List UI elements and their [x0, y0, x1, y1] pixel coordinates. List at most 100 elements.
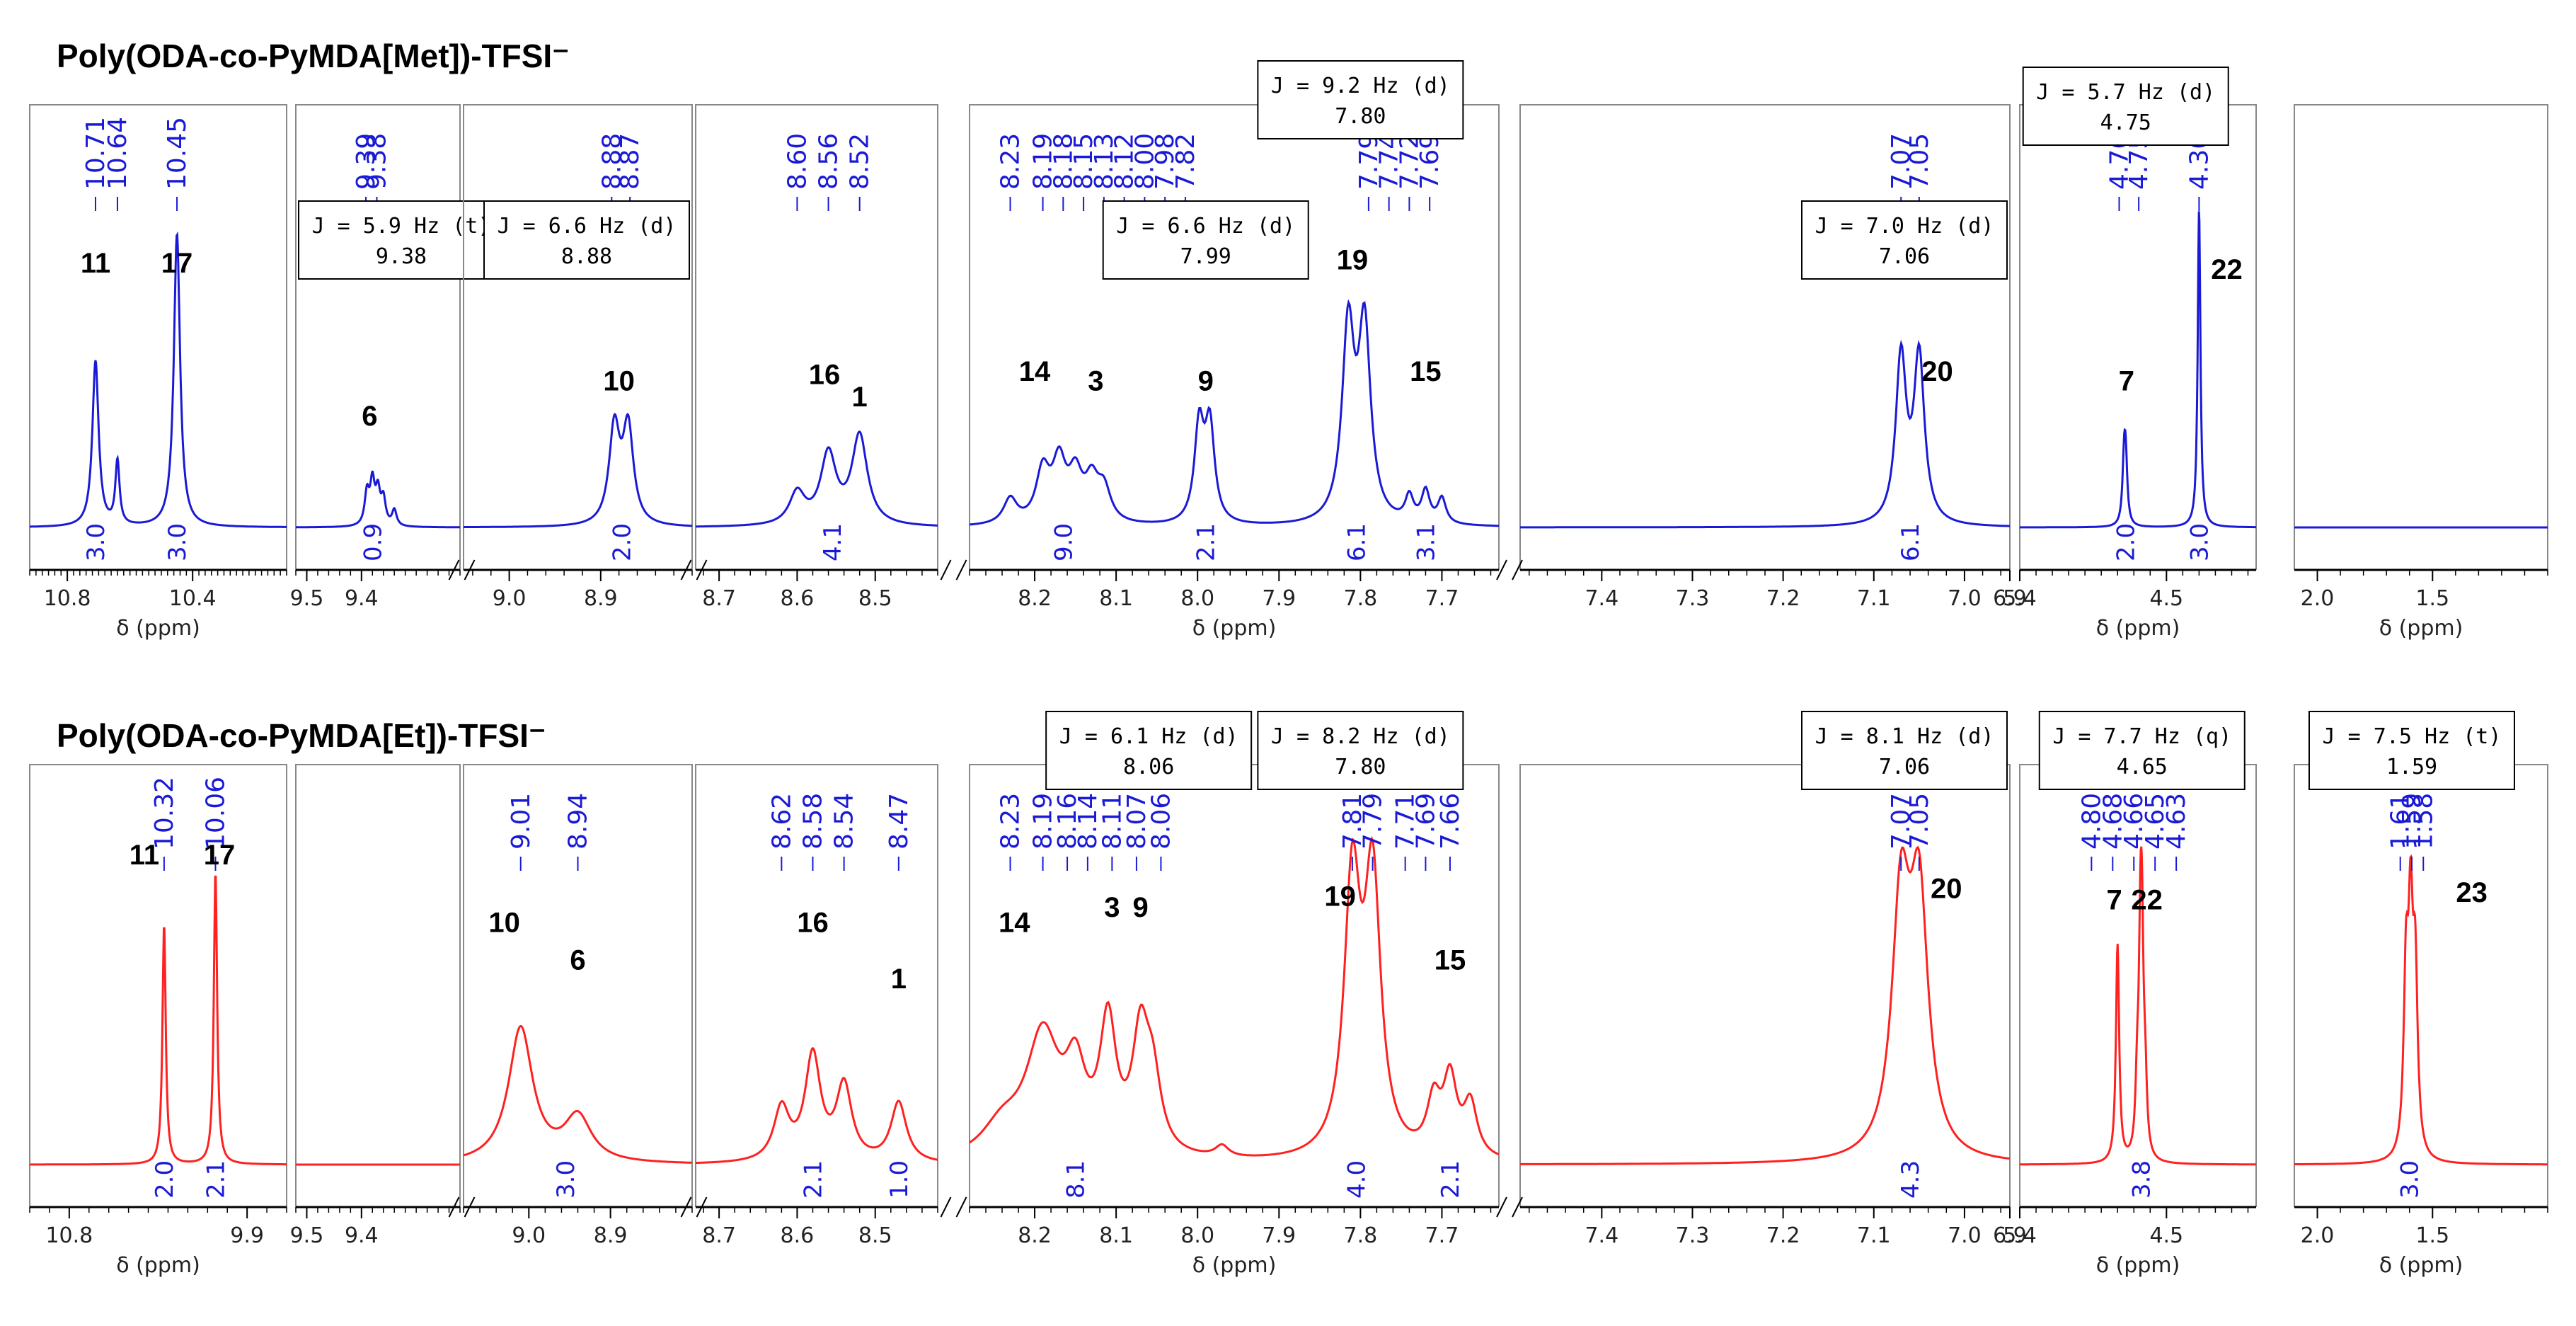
- peak-label: 7.69: [1415, 133, 1444, 190]
- x-tick-label: 7.2: [1766, 1223, 1800, 1248]
- peak-label: 1.61: [2386, 793, 2415, 850]
- spectrum-trace: [2020, 211, 2256, 529]
- spectrum-trace: [30, 231, 287, 528]
- integral-value: 0.9: [359, 523, 387, 561]
- spectrum-trace: [696, 1046, 938, 1165]
- x-tick-label: 8.2: [1018, 586, 1052, 611]
- integral-value: 3.0: [163, 523, 192, 561]
- assignment-label: 14: [1019, 356, 1051, 387]
- integral-value: 3.0: [2396, 1160, 2425, 1199]
- j-box-shift: 7.06: [1879, 755, 1930, 779]
- integral-value: 2.0: [151, 1160, 179, 1199]
- assignment-label: 22: [2131, 885, 2163, 916]
- assignment-label: 16: [809, 360, 841, 391]
- panel-top-3: 8.7 8.6 8.5 8.60 8.56 8.52 16 1 4.1: [695, 104, 938, 611]
- panel-frame: [969, 104, 1500, 570]
- j-box-coupling: J = 7.0 Hz (d): [1815, 214, 1994, 239]
- integral-value: 8.1: [1062, 1160, 1091, 1199]
- peak-label: 8.13: [1090, 133, 1119, 190]
- peak-label: 1.59: [2398, 793, 2427, 850]
- spectrum-title-top: Poly(ODA-co-PyMDA[Met])-TFSI⁻: [57, 38, 569, 74]
- j-box-coupling: J = 6.6 Hz (d): [1116, 214, 1295, 239]
- x-tick-label: 8.6: [781, 1223, 815, 1248]
- integral-value: 2.1: [1437, 1160, 1465, 1199]
- panel-bottom-3: 8.7 8.6 8.5 8.62 8.58 8.54 8.47 16 1 2.1 1.0: [695, 764, 938, 1248]
- panel-top-7: 2.0 1.5 δ (ppm): [2294, 104, 2548, 641]
- spectrum-trace: [464, 413, 693, 529]
- j-coupling-box: J = 9.2 Hz (d) 7.80: [1257, 60, 1464, 139]
- x-tick-label: 5.4: [2003, 1223, 2037, 1248]
- x-tick-label: 10.8: [44, 586, 91, 611]
- x-tick-label: 8.5: [858, 1223, 892, 1248]
- spectrum-trace: [969, 299, 1500, 527]
- assignment-label: 15: [1434, 944, 1466, 976]
- peak-label: 7.72: [1395, 133, 1424, 190]
- peak-label: 7.79: [1359, 793, 1388, 850]
- peak-label: 8.14: [1074, 793, 1103, 850]
- assignment-label: 7: [2119, 366, 2134, 397]
- assignment-label: 20: [1921, 356, 1953, 387]
- peak-label: 8.87: [616, 133, 645, 190]
- j-box-shift: 7.80: [1335, 104, 1386, 129]
- j-box-frame: [1045, 711, 1253, 790]
- assignment-label: 7: [2106, 885, 2122, 916]
- assignment-label: 22: [2211, 254, 2243, 285]
- assignment-label: 1: [852, 382, 868, 413]
- x-axis-label: δ (ppm): [2096, 616, 2180, 641]
- x-tick-label: 9.5: [290, 586, 324, 611]
- peak-label: 8.16: [1053, 793, 1082, 850]
- x-tick-label: 4.5: [2149, 586, 2183, 611]
- x-tick-label: 7.8: [1344, 1223, 1378, 1248]
- j-box-shift: 4.75: [2100, 110, 2151, 135]
- spectrum-trace: [1520, 339, 2011, 529]
- x-tick-label: 7.7: [1425, 586, 1459, 611]
- peak-label: 8.19: [1029, 133, 1058, 190]
- peak-label: 8.52: [846, 133, 875, 190]
- assignment-label: 10: [603, 366, 635, 397]
- integral-value: 3.0: [552, 1160, 580, 1199]
- peak-label: 10.32: [150, 777, 179, 850]
- j-box-frame: [483, 200, 690, 280]
- assignment-label: 16: [797, 907, 829, 938]
- spectrum-trace: [1520, 845, 2011, 1165]
- x-tick-label: 7.8: [1344, 586, 1378, 611]
- x-tick-label: 8.6: [781, 586, 815, 611]
- spectrum-trace: [463, 1024, 692, 1164]
- panel-frame: [695, 764, 938, 1207]
- peak-label: 8.88: [597, 133, 626, 190]
- j-box-frame: [2308, 711, 2515, 790]
- axis-break-mark: [448, 559, 476, 581]
- integral-value: 2.1: [799, 1160, 827, 1199]
- peak-label: 8.12: [1110, 133, 1139, 190]
- spectrum-trace: [2294, 854, 2548, 1166]
- x-tick-label: 1.5: [2415, 586, 2449, 611]
- j-coupling-box: J = 7.7 Hz (q) 4.65: [2038, 711, 2246, 790]
- peak-label: 10.45: [163, 117, 192, 190]
- peak-label: 8.19: [1029, 793, 1058, 850]
- integral-value: 6.1: [1897, 523, 1925, 561]
- x-tick-label: 8.9: [594, 1223, 628, 1248]
- assignment-label: 6: [362, 401, 377, 432]
- panel-frame: [463, 104, 693, 570]
- assignment-label: 17: [204, 840, 236, 871]
- peak-label: 10.64: [103, 117, 132, 190]
- assignment-label: 17: [161, 248, 193, 279]
- integral-value: 2.0: [609, 523, 637, 561]
- peak-label: 8.94: [564, 793, 593, 850]
- x-tick-label: 2.0: [2301, 1223, 2335, 1248]
- x-tick-label: 7.1: [1857, 586, 1891, 611]
- x-tick-label: 8.0: [1180, 1223, 1214, 1248]
- x-tick-label: 7.2: [1766, 586, 1800, 611]
- integral-value: 2.1: [202, 1160, 230, 1199]
- spectrum-trace: [296, 470, 460, 529]
- x-tick-label: 7.4: [1585, 586, 1618, 611]
- x-tick-label: 8.0: [1180, 586, 1214, 611]
- assignment-label: 14: [999, 907, 1030, 938]
- peak-label: 9.01: [507, 793, 536, 850]
- assignment-label: 11: [81, 248, 110, 279]
- peak-label: 8.00: [1130, 133, 1159, 190]
- j-box-coupling: J = 6.1 Hz (d): [1059, 724, 1238, 749]
- panel-frame: [1519, 764, 2011, 1207]
- j-coupling-box: J = 7.0 Hz (d) 7.06: [1801, 200, 2008, 280]
